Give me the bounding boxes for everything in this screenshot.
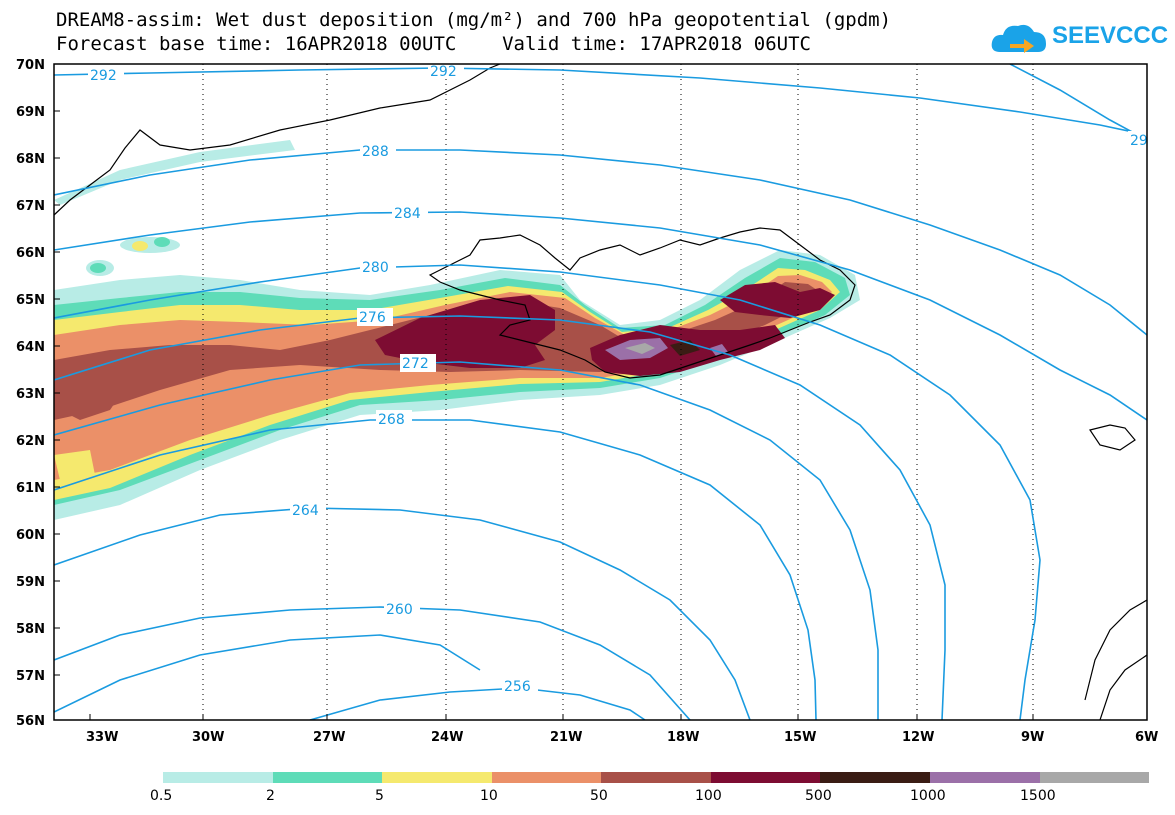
lat-label: 58N xyxy=(16,622,45,637)
lon-label: 6W xyxy=(1135,730,1158,745)
legend-swatch xyxy=(710,772,821,783)
contour-label: 29 xyxy=(1130,133,1148,149)
legend-swatch xyxy=(601,772,711,783)
lon-label: 33W xyxy=(86,730,118,745)
color-legend xyxy=(163,772,1150,783)
lat-label: 66N xyxy=(16,246,45,261)
contour-label: 272 xyxy=(402,356,429,372)
contour-label: 276 xyxy=(359,310,386,326)
contour-label: 284 xyxy=(394,206,421,222)
contour-label: 256 xyxy=(504,679,531,695)
contour-label: 288 xyxy=(362,144,389,160)
legend-label: 100 xyxy=(695,788,722,804)
lat-label: 67N xyxy=(16,199,45,214)
lon-label: 12W xyxy=(902,730,934,745)
lat-label: 70N xyxy=(16,58,45,73)
lat-label: 62N xyxy=(16,434,45,449)
lat-label: 64N xyxy=(16,340,45,355)
legend-swatch xyxy=(1039,772,1150,783)
legend-label: 10 xyxy=(480,788,498,804)
lat-label: 60N xyxy=(16,528,45,543)
legend-swatch xyxy=(163,772,273,783)
map-subtitle: Forecast base time: 16APR2018 00UTC Vali… xyxy=(56,33,811,55)
lat-label: 61N xyxy=(16,481,45,496)
legend-label: 2 xyxy=(266,788,275,804)
cloud-arrow-icon xyxy=(991,24,1046,53)
contour-label: 292 xyxy=(430,64,457,80)
lon-label: 24W xyxy=(431,730,463,745)
legend-swatch xyxy=(820,772,930,783)
dust-deposition-field xyxy=(54,140,860,520)
lat-label: 68N xyxy=(16,152,45,167)
contour-label: 260 xyxy=(386,602,413,618)
lat-label: 56N xyxy=(16,714,45,729)
lon-label: 18W xyxy=(667,730,699,745)
legend-swatch xyxy=(382,772,492,783)
lon-label: 15W xyxy=(784,730,816,745)
legend-swatch xyxy=(272,772,383,783)
lon-label: 30W xyxy=(192,730,224,745)
contour-label: 280 xyxy=(362,260,389,276)
plot-frame xyxy=(53,63,1148,721)
latitude-labels: 70N 69N 68N 67N 66N 65N 64N 63N 62N 61N … xyxy=(16,58,45,729)
lon-label: 9W xyxy=(1021,730,1044,745)
lat-label: 69N xyxy=(16,105,45,120)
lat-label: 65N xyxy=(16,293,45,308)
coastlines xyxy=(54,64,1147,720)
axis-ticks xyxy=(54,63,1034,720)
contour-label: 268 xyxy=(378,412,405,428)
contour-label: 264 xyxy=(292,503,319,519)
legend-label: 0.5 xyxy=(150,788,173,804)
legend-label: 5 xyxy=(375,788,384,804)
lon-label: 21W xyxy=(550,730,582,745)
contour-labels: 292 292 29 288 284 280 276 272 268 264 2… xyxy=(88,64,1148,695)
legend-label: 1500 xyxy=(1020,788,1056,804)
geopotential-contours xyxy=(54,64,1147,720)
lat-label: 59N xyxy=(16,575,45,590)
longitude-labels: 33W 30W 27W 24W 21W 18W 15W 12W 9W 6W xyxy=(86,730,1158,745)
logo-text: SEEVCCC xyxy=(1052,22,1169,49)
legend-label: 50 xyxy=(590,788,608,804)
legend-label: 1000 xyxy=(910,788,946,804)
legend-swatch xyxy=(929,772,1040,783)
lat-label: 57N xyxy=(16,669,45,684)
lon-label: 27W xyxy=(313,730,345,745)
legend-label: 500 xyxy=(805,788,832,804)
legend-swatch xyxy=(491,772,602,783)
lat-label: 63N xyxy=(16,387,45,402)
contour-label: 292 xyxy=(90,68,117,84)
map-title: DREAM8-assim: Wet dust deposition (mg/m²… xyxy=(56,9,892,31)
